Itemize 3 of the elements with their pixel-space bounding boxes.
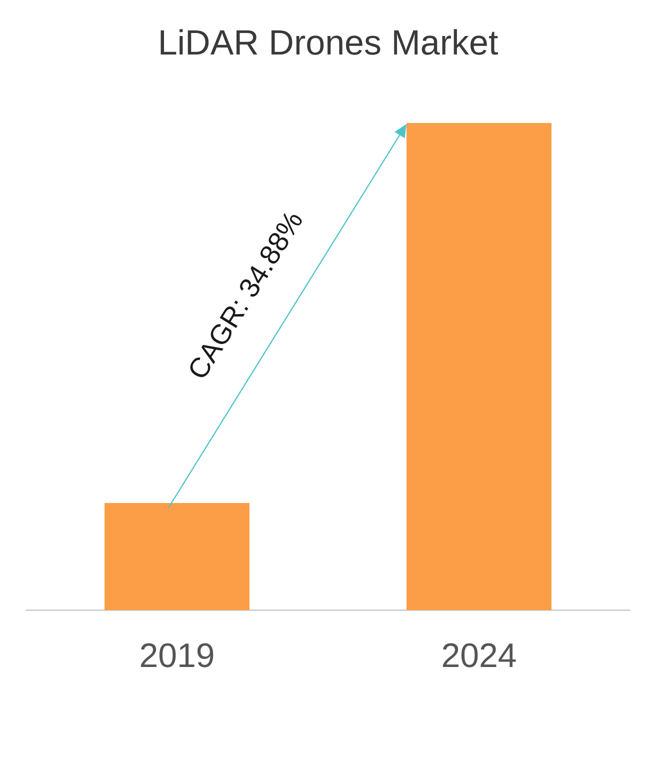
x-tick-label: 2019 (139, 636, 215, 675)
x-tick-label: 2024 (441, 636, 517, 675)
chart-title: LiDAR Drones Market (158, 24, 498, 63)
